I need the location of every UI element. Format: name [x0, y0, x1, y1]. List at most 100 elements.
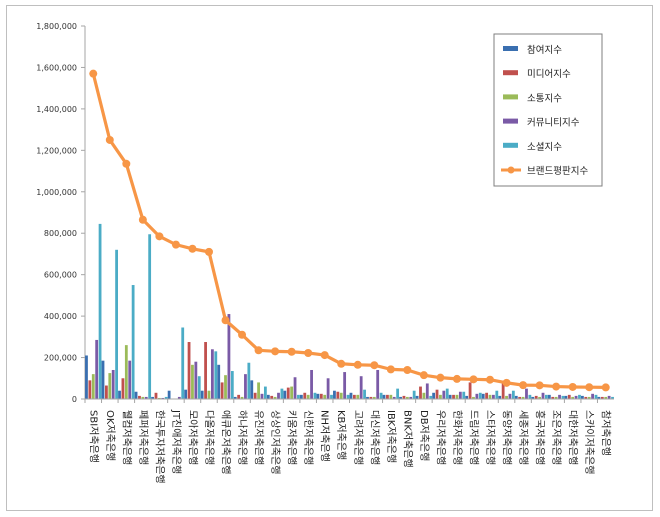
line-point	[502, 378, 511, 387]
bar	[412, 390, 416, 399]
bar	[244, 374, 247, 399]
line-point	[271, 347, 280, 356]
bar	[422, 392, 426, 399]
bar	[547, 394, 551, 399]
bar	[253, 392, 257, 399]
x-tick-label: OK저축은행	[104, 410, 116, 461]
bar	[220, 382, 224, 399]
line-point	[452, 374, 461, 383]
bar	[197, 376, 201, 399]
legend-swatch-marker	[507, 166, 515, 174]
y-tick-label: 400,000	[44, 312, 77, 321]
bar	[346, 394, 350, 399]
bar	[488, 394, 492, 399]
bar	[584, 396, 588, 399]
bar	[478, 392, 482, 399]
line-point	[221, 316, 230, 325]
x-tick-label: 스타저축은행	[484, 410, 496, 465]
line-point	[601, 383, 610, 392]
bar	[425, 383, 429, 399]
bar	[230, 371, 234, 399]
line-point	[486, 375, 495, 384]
bar	[498, 395, 502, 399]
bar	[227, 314, 231, 399]
bar	[280, 388, 284, 399]
x-tick-label: 페퍼저축은행	[137, 410, 149, 465]
x-tick-label: KB저축은행	[335, 410, 347, 460]
bar	[306, 394, 310, 399]
x-tick-label: 웰컴저축은행	[120, 410, 132, 465]
x-tick-label: DB저축은행	[418, 410, 430, 461]
bar	[164, 396, 168, 399]
x-tick-label: 드림저축은행	[467, 410, 479, 465]
bar	[286, 387, 290, 399]
bar	[343, 372, 347, 399]
bar	[600, 396, 604, 399]
bar	[574, 395, 578, 399]
bar	[405, 396, 409, 399]
bar	[578, 394, 581, 399]
bar	[131, 285, 135, 399]
bar	[194, 361, 198, 399]
legend-label: 참여지수	[527, 44, 562, 56]
bar	[392, 396, 396, 399]
line-point	[287, 347, 296, 356]
bar	[207, 390, 211, 399]
bar	[210, 349, 214, 399]
line-point	[188, 244, 197, 253]
line-point	[535, 381, 544, 390]
x-tick-label: 흥국저축은행	[534, 410, 547, 465]
bar	[115, 249, 118, 399]
line-point	[568, 382, 577, 391]
bar	[224, 375, 227, 399]
bar	[492, 394, 495, 399]
y-tick-label: 1,400,000	[36, 105, 77, 114]
bar	[313, 392, 317, 399]
bar	[379, 392, 383, 399]
legend-label: 브랜드평판지수	[527, 166, 588, 177]
bar	[369, 396, 373, 399]
bar	[200, 390, 204, 399]
bar	[303, 392, 307, 399]
bar	[104, 385, 108, 399]
bar	[191, 364, 194, 399]
bar	[389, 394, 393, 399]
y-tick-label: 800,000	[44, 229, 77, 238]
bar	[366, 396, 369, 399]
bar	[233, 396, 237, 399]
y-tick-label: 1,600,000	[36, 63, 77, 72]
x-tick-label: 유진저축은행	[253, 410, 265, 465]
bar	[101, 360, 105, 399]
bar	[214, 351, 218, 399]
bar	[240, 396, 244, 399]
line-point	[469, 375, 478, 384]
bar	[505, 395, 508, 399]
bar	[217, 364, 221, 399]
bar	[521, 396, 525, 399]
x-axis: SBI저축은행 OK저축은행 웰컴저축은행 페퍼저축은행 한국투자저축은행 JT친애저축은…	[84, 398, 614, 484]
bar	[382, 394, 386, 399]
bar	[277, 392, 280, 399]
bar	[429, 395, 433, 399]
bar	[124, 345, 128, 399]
legend-label: 미디어지수	[527, 69, 571, 80]
x-tick-label: 대한저축은행	[567, 410, 579, 465]
x-tick-label: 고려저축은행	[352, 410, 364, 465]
bar	[326, 378, 330, 399]
bar	[121, 378, 125, 399]
bar	[567, 394, 571, 399]
line-point	[320, 351, 329, 360]
bar	[472, 396, 475, 399]
bar	[111, 369, 115, 399]
bar	[273, 396, 277, 399]
bar	[551, 396, 555, 399]
bar	[167, 390, 171, 399]
bar	[299, 394, 303, 399]
x-tick-label: 조은저축은행	[550, 410, 562, 465]
legend-swatch	[503, 94, 518, 100]
bar	[181, 327, 185, 399]
y-tick-label: 1,200,000	[36, 146, 77, 155]
bar	[323, 394, 327, 399]
bar	[293, 377, 297, 399]
